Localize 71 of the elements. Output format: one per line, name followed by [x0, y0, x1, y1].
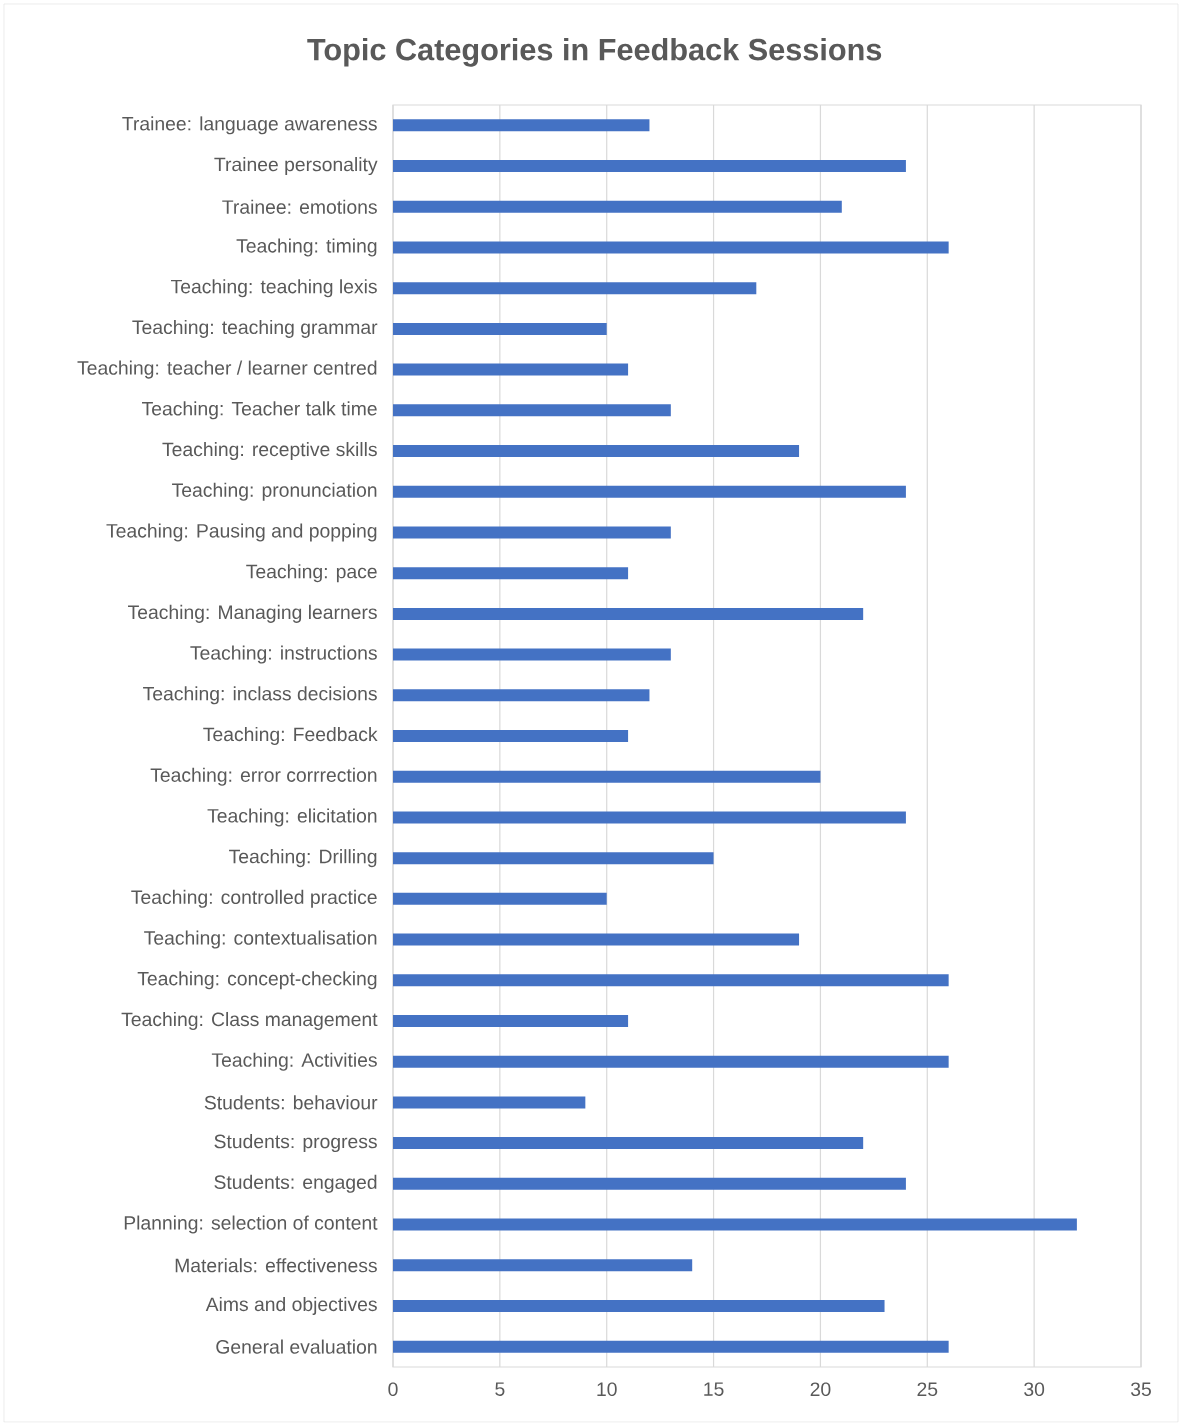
y-tick-label: Teaching: teaching grammar: [132, 319, 378, 338]
bar: [393, 1299, 885, 1312]
bar: [393, 485, 906, 498]
bar: [393, 160, 906, 173]
y-tick-label: Teaching: Activities: [211, 1052, 377, 1071]
x-tick-label: 35: [1130, 1382, 1151, 1397]
y-tick-label: Planning: selection of content: [124, 1215, 378, 1234]
bar: [393, 445, 800, 458]
x-tick-label: 25: [917, 1382, 938, 1397]
bar: [393, 1055, 949, 1068]
bar: [393, 811, 906, 824]
y-tick-label: Teaching: teaching lexis: [170, 279, 377, 298]
bar: [393, 1340, 949, 1353]
y-tick-label: Teaching: contextualisation: [144, 930, 377, 949]
bar: [393, 119, 650, 132]
bar: [393, 852, 714, 865]
y-tick-label: Teaching: controlled practice: [131, 889, 377, 908]
bar: [393, 1218, 1077, 1231]
bar: [393, 1137, 864, 1150]
bar: [393, 1177, 906, 1190]
x-tick-label: 5: [495, 1382, 505, 1396]
y-tick-label: Teaching: teacher / learner centred: [77, 360, 377, 379]
y-tick-label: Teaching: elicitation: [207, 808, 377, 827]
y-tick-label: Students: engaged: [214, 1174, 377, 1193]
bar: [393, 648, 671, 661]
y-tick-label: Trainee: language awareness: [122, 116, 377, 135]
bar: [393, 730, 629, 743]
x-tick-label: 30: [1024, 1382, 1045, 1397]
bar: [393, 526, 671, 539]
y-tick-label: Teaching: inclass decisions: [143, 686, 377, 705]
bar: [393, 1096, 586, 1109]
bar: [393, 241, 949, 254]
y-tick-label: Students: behaviour: [204, 1095, 378, 1110]
bar: [393, 322, 607, 335]
y-tick-label: Aims and objectives: [205, 1296, 377, 1315]
y-tick-label: Materials: effectiveness: [175, 1258, 377, 1273]
bar: [393, 974, 949, 987]
y-tick-label: Trainee personality: [214, 157, 378, 176]
y-tick-label: Teaching: timing: [236, 238, 377, 257]
y-tick-label: Teaching: Class management: [121, 1011, 378, 1030]
bar: [393, 1259, 693, 1272]
bar: [393, 200, 842, 213]
y-tick-label: Trainee: emotions: [222, 199, 377, 214]
y-tick-label: Teaching: Feedback: [203, 726, 378, 746]
x-tick-label: 15: [704, 1382, 724, 1396]
bar: [393, 607, 864, 620]
y-tick-label: General evaluation: [216, 1339, 377, 1354]
bar: [393, 689, 650, 702]
y-tick-label: Teaching: pronunciation: [172, 482, 377, 501]
x-tick-label: 10: [597, 1382, 617, 1397]
x-tick-label: 0: [388, 1382, 398, 1397]
y-tick-label: Teaching: Pausing and popping: [106, 523, 377, 542]
x-tick-label: 20: [810, 1382, 831, 1397]
y-tick-label: Teaching: Teacher talk time: [142, 401, 377, 420]
bar: [393, 892, 607, 905]
bar: [393, 770, 821, 783]
bar: [393, 404, 671, 417]
bar: [393, 933, 800, 946]
y-tick-label: Teaching: concept-checking: [137, 971, 377, 990]
y-tick-label: Teaching: instructions: [190, 645, 377, 664]
bar: [393, 1014, 629, 1027]
y-tick-label: Teaching: receptive skills: [162, 442, 377, 461]
bar: [393, 567, 629, 580]
y-tick-label: Teaching: Drilling: [229, 849, 377, 868]
y-tick-label: Teaching: error corrrection: [150, 767, 377, 786]
bar: [393, 282, 757, 295]
chart-title: Topic Categories in Feedback Sessions: [307, 37, 882, 67]
bar: [393, 363, 629, 376]
y-tick-label: Teaching: pace: [246, 564, 377, 583]
y-tick-label: Teaching: Managing learners: [128, 604, 377, 623]
y-tick-label: Students: progress: [214, 1134, 377, 1153]
